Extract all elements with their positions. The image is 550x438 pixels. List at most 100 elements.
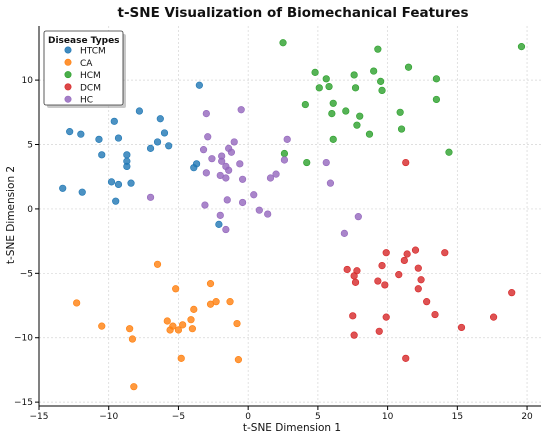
point-hcm xyxy=(404,63,413,71)
legend-items: HTCM CA HCM DCM HC xyxy=(64,46,106,106)
point-hcm xyxy=(374,45,382,53)
point-hc xyxy=(225,166,233,174)
point-dcm xyxy=(402,354,410,362)
point-htcm xyxy=(98,151,106,159)
point-hcm xyxy=(279,39,287,47)
point-hc xyxy=(255,206,263,214)
point-hc xyxy=(146,193,155,201)
legend-marker-ca xyxy=(64,58,72,66)
point-ca xyxy=(177,354,185,362)
legend-title: Disease Types xyxy=(48,36,120,46)
point-hc xyxy=(199,146,208,154)
x-tick-label: −10 xyxy=(99,412,118,422)
point-htcm xyxy=(59,184,67,192)
point-hc xyxy=(236,160,244,168)
point-dcm xyxy=(343,265,351,274)
point-ca xyxy=(128,335,137,343)
x-tick-label: 0 xyxy=(245,412,251,422)
point-htcm xyxy=(110,117,118,125)
point-htcm xyxy=(107,178,116,186)
point-hcm xyxy=(432,95,441,104)
point-hcm xyxy=(353,121,361,129)
point-ca xyxy=(187,316,195,324)
point-hcm xyxy=(329,99,337,107)
point-hcm xyxy=(311,68,319,76)
point-hcm xyxy=(303,158,311,167)
series-hc xyxy=(146,106,362,237)
x-tick-label: −5 xyxy=(172,412,185,422)
point-hc xyxy=(204,133,212,141)
legend-label-hcm: HCM xyxy=(80,71,101,81)
x-tick-label: 5 xyxy=(315,412,321,422)
point-dcm xyxy=(414,264,422,272)
point-hcm xyxy=(370,67,378,75)
point-hc xyxy=(202,109,210,118)
point-dcm xyxy=(441,249,449,257)
point-hcm xyxy=(322,75,330,83)
point-hc xyxy=(272,170,280,178)
series-htcm xyxy=(59,81,223,228)
x-tick-label: −15 xyxy=(30,412,49,422)
point-hc xyxy=(222,174,230,182)
point-htcm xyxy=(195,81,203,89)
point-hc xyxy=(283,135,291,143)
point-htcm xyxy=(112,197,120,205)
point-hcm xyxy=(315,84,323,92)
point-htcm xyxy=(215,220,223,228)
point-dcm xyxy=(350,272,358,280)
point-ca xyxy=(153,260,162,268)
point-hcm xyxy=(377,77,385,85)
point-dcm xyxy=(351,278,360,286)
point-dcm xyxy=(395,271,403,279)
point-hc xyxy=(354,213,362,221)
point-hc xyxy=(238,198,247,207)
point-ca xyxy=(163,317,171,325)
point-ca xyxy=(233,319,241,328)
point-ca xyxy=(130,383,138,391)
point-dcm xyxy=(431,310,439,319)
point-ca xyxy=(174,326,183,334)
point-ca xyxy=(166,326,174,334)
y-tick-label: −10 xyxy=(14,334,33,344)
point-hcm xyxy=(397,125,406,133)
point-htcm xyxy=(146,144,155,152)
point-hcm xyxy=(325,82,333,91)
legend-label-htcm: HTCM xyxy=(80,47,106,57)
x-tick-label: 20 xyxy=(521,412,533,422)
y-axis-ticks: −15 −10 −5 0 5 10 xyxy=(14,76,39,408)
x-axis-label: t-SNE Dimension 1 xyxy=(243,422,341,434)
point-dcm xyxy=(417,276,425,284)
point-ca xyxy=(126,325,134,333)
series-ca xyxy=(73,260,243,391)
point-dcm xyxy=(349,312,357,320)
y-axis-label: t-SNE Dimension 2 xyxy=(5,166,17,264)
point-htcm xyxy=(190,164,198,172)
point-ca xyxy=(206,280,215,288)
point-dcm xyxy=(489,313,498,321)
point-dcm xyxy=(382,249,390,257)
point-htcm xyxy=(66,128,74,136)
point-hc xyxy=(266,174,275,182)
point-hc xyxy=(218,157,226,165)
point-hc xyxy=(250,191,258,199)
point-dcm xyxy=(381,281,389,289)
point-hc xyxy=(280,156,289,164)
legend-box xyxy=(43,30,124,106)
x-tick-label: 10 xyxy=(382,412,394,422)
point-dcm xyxy=(378,261,386,270)
point-hc xyxy=(227,148,236,156)
point-hcm xyxy=(432,75,441,83)
point-dcm xyxy=(402,158,410,167)
point-ca xyxy=(234,356,243,364)
point-ca xyxy=(188,325,196,333)
point-ca xyxy=(172,285,180,293)
point-hc xyxy=(208,155,216,163)
point-dcm xyxy=(374,277,382,285)
point-dcm xyxy=(414,285,422,293)
point-hcm xyxy=(378,86,386,95)
point-hcm xyxy=(445,148,453,156)
y-tick-label: −5 xyxy=(20,269,33,279)
y-tick-label: 5 xyxy=(27,141,33,151)
point-hc xyxy=(202,169,210,177)
